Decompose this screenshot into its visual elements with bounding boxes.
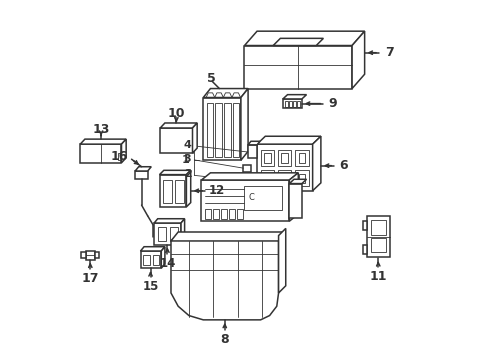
Polygon shape: [278, 228, 285, 293]
Bar: [260, 170, 274, 186]
Bar: [215, 103, 222, 157]
Text: 7: 7: [384, 46, 393, 59]
Polygon shape: [282, 95, 306, 99]
Bar: [221, 209, 226, 220]
Polygon shape: [192, 123, 197, 153]
Bar: [206, 103, 213, 157]
Polygon shape: [201, 173, 298, 180]
Polygon shape: [86, 251, 94, 260]
Polygon shape: [135, 167, 151, 171]
Bar: [204, 209, 211, 220]
Polygon shape: [312, 136, 320, 191]
Bar: [152, 255, 159, 265]
Text: 1: 1: [181, 155, 189, 165]
Text: 12: 12: [208, 184, 224, 197]
Polygon shape: [154, 219, 184, 223]
Text: 16: 16: [110, 150, 128, 163]
Polygon shape: [244, 31, 364, 45]
Text: 4: 4: [183, 140, 191, 150]
Polygon shape: [201, 180, 289, 221]
Bar: [224, 103, 230, 157]
Polygon shape: [247, 145, 257, 158]
Polygon shape: [154, 223, 181, 244]
Text: 14: 14: [159, 257, 175, 270]
Polygon shape: [257, 136, 320, 144]
Polygon shape: [140, 247, 164, 251]
Polygon shape: [282, 99, 301, 108]
Polygon shape: [289, 179, 306, 184]
Text: 5: 5: [207, 72, 215, 85]
Bar: [294, 150, 308, 166]
Bar: [175, 180, 184, 203]
Bar: [232, 103, 239, 157]
Text: 11: 11: [369, 270, 386, 283]
Polygon shape: [186, 170, 190, 207]
Text: 9: 9: [328, 97, 337, 110]
Polygon shape: [140, 251, 161, 268]
Text: 13: 13: [92, 122, 109, 136]
Bar: [244, 186, 282, 211]
Text: 2: 2: [183, 169, 191, 179]
Polygon shape: [121, 139, 126, 163]
Polygon shape: [362, 221, 366, 230]
Bar: [163, 180, 171, 203]
Polygon shape: [244, 45, 351, 89]
Polygon shape: [289, 173, 298, 221]
Polygon shape: [203, 98, 241, 160]
Polygon shape: [203, 89, 247, 98]
Polygon shape: [159, 170, 190, 175]
Bar: [212, 209, 219, 220]
Polygon shape: [243, 165, 251, 172]
Polygon shape: [235, 176, 247, 184]
Text: 17: 17: [81, 272, 99, 285]
Text: 6: 6: [338, 159, 347, 172]
Bar: [370, 238, 386, 252]
Polygon shape: [80, 144, 121, 163]
Text: 8: 8: [220, 333, 228, 346]
Polygon shape: [273, 39, 323, 45]
Bar: [260, 150, 274, 166]
Polygon shape: [160, 123, 197, 128]
Polygon shape: [161, 247, 164, 268]
Polygon shape: [135, 171, 147, 179]
Bar: [277, 150, 291, 166]
Bar: [296, 101, 299, 107]
Polygon shape: [241, 89, 247, 160]
Polygon shape: [159, 175, 186, 207]
Bar: [236, 209, 242, 220]
Polygon shape: [94, 252, 99, 258]
Bar: [298, 153, 305, 163]
Bar: [264, 174, 270, 183]
Bar: [228, 209, 234, 220]
Polygon shape: [289, 184, 301, 218]
Polygon shape: [362, 244, 366, 253]
Polygon shape: [80, 139, 126, 144]
Bar: [294, 170, 308, 186]
Polygon shape: [351, 31, 364, 89]
Bar: [288, 101, 291, 107]
Polygon shape: [171, 235, 278, 320]
Bar: [285, 101, 287, 107]
Text: 15: 15: [142, 280, 159, 293]
Text: 3: 3: [183, 154, 191, 164]
Polygon shape: [171, 232, 282, 241]
Bar: [298, 174, 305, 183]
Bar: [277, 170, 291, 186]
Polygon shape: [366, 216, 389, 257]
Polygon shape: [257, 144, 312, 191]
Bar: [264, 153, 270, 163]
Polygon shape: [181, 219, 184, 244]
Polygon shape: [81, 252, 86, 258]
Text: 10: 10: [167, 107, 185, 120]
Text: C: C: [248, 193, 254, 202]
Bar: [143, 255, 149, 265]
Polygon shape: [160, 128, 192, 153]
Bar: [292, 101, 295, 107]
Bar: [370, 220, 386, 234]
Bar: [158, 226, 166, 241]
Bar: [281, 153, 287, 163]
Polygon shape: [247, 141, 260, 145]
Bar: [281, 174, 287, 183]
Bar: [169, 226, 178, 241]
